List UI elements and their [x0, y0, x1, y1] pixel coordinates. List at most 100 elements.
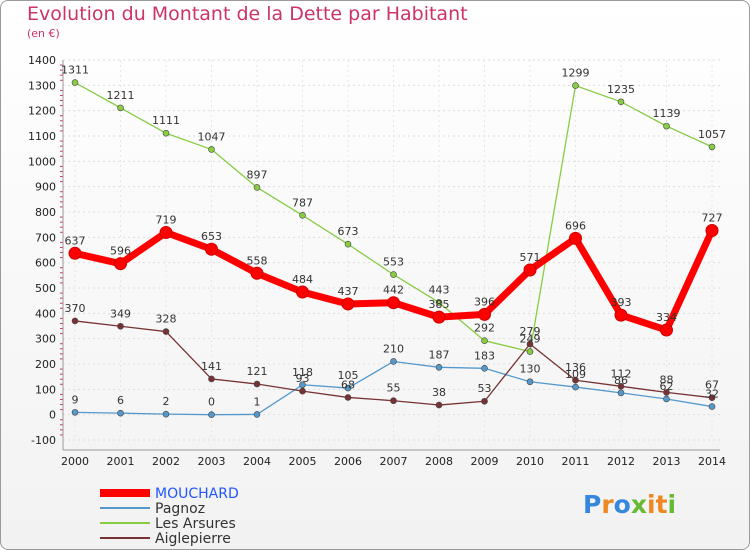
data-point — [208, 375, 215, 383]
data-point — [341, 297, 355, 311]
data-label: 719 — [156, 214, 177, 227]
chart-subtitle: (en €) — [27, 27, 60, 40]
data-label: 396 — [474, 295, 495, 308]
legend-label: Aiglepierre — [155, 531, 231, 547]
x-tick-label: 2009 — [471, 455, 499, 468]
data-label: 571 — [520, 251, 541, 264]
logo-letter: i — [667, 490, 677, 519]
x-tick-label: 2014 — [698, 455, 726, 468]
data-label: 109 — [565, 368, 586, 381]
data-point — [572, 376, 579, 384]
data-point — [387, 296, 400, 310]
data-label: 1235 — [607, 83, 635, 96]
data-label: 2 — [163, 395, 170, 408]
data-point — [569, 231, 582, 245]
y-tick-label: 600 — [35, 257, 56, 270]
data-label: 1111 — [152, 114, 180, 127]
y-tick-label: 700 — [35, 231, 56, 244]
data-label: 727 — [702, 211, 723, 224]
chart-title: Evolution du Montant de la Dette par Hab… — [27, 3, 468, 25]
data-label: 653 — [201, 230, 222, 243]
data-point — [71, 79, 79, 86]
data-point — [117, 409, 124, 417]
data-label: 68 — [341, 378, 355, 391]
data-point — [435, 299, 443, 306]
data-label: 1047 — [198, 130, 226, 143]
data-label: 210 — [383, 342, 404, 355]
data-point — [253, 380, 261, 388]
data-label: 38 — [432, 386, 446, 399]
data-label: 1 — [254, 395, 261, 408]
data-point — [432, 310, 446, 324]
data-point — [572, 383, 579, 391]
data-point — [663, 389, 670, 396]
data-label: 0 — [208, 396, 215, 409]
data-point — [250, 266, 264, 280]
y-tick-label: 100 — [35, 383, 56, 396]
data-label: 55 — [387, 382, 401, 395]
data-label: 53 — [478, 382, 492, 395]
data-label: 442 — [383, 284, 404, 297]
proxiti-logo: Proxiti — [583, 490, 676, 519]
x-tick-label: 2010 — [516, 455, 544, 468]
legend-label: Les Arsures — [155, 516, 236, 532]
y-tick-label: 1400 — [28, 54, 56, 67]
data-point — [253, 184, 261, 191]
y-tick-label: -100 — [31, 434, 56, 447]
data-label: 86 — [614, 374, 628, 387]
data-point — [390, 271, 397, 278]
data-point — [162, 328, 170, 335]
data-point — [435, 401, 443, 409]
data-point — [344, 394, 352, 401]
data-label: 121 — [247, 365, 268, 378]
data-point — [526, 340, 534, 348]
data-point — [617, 382, 625, 390]
legend-label: Pagnoz — [155, 501, 205, 517]
data-point — [71, 409, 79, 416]
data-point — [344, 384, 352, 392]
x-tick-label: 2006 — [334, 455, 362, 468]
data-point — [660, 323, 673, 337]
y-tick-label: 1000 — [28, 155, 56, 168]
data-label: 141 — [201, 360, 222, 373]
data-label: 118 — [292, 366, 313, 379]
data-point — [663, 395, 670, 403]
data-point — [296, 285, 309, 299]
data-point — [253, 411, 261, 418]
data-point — [614, 308, 628, 322]
data-point — [481, 337, 488, 344]
data-point — [205, 242, 218, 256]
x-tick-label: 2008 — [425, 455, 453, 468]
data-label: 32 — [705, 388, 719, 401]
data-point — [159, 226, 173, 240]
data-label: 437 — [338, 285, 359, 298]
data-point — [114, 257, 127, 271]
data-point — [344, 240, 352, 248]
data-label: 130 — [520, 363, 541, 376]
data-point — [162, 129, 170, 137]
y-tick-label: 1200 — [28, 105, 56, 118]
logo-letter: t — [655, 490, 668, 519]
x-tick-label: 2004 — [243, 455, 271, 468]
y-tick-label: 200 — [35, 358, 56, 371]
data-label: 596 — [110, 245, 131, 258]
x-tick-label: 2012 — [607, 455, 635, 468]
y-tick-label: 1300 — [28, 79, 56, 92]
data-point — [572, 82, 579, 89]
data-label: 553 — [383, 256, 404, 269]
data-point — [208, 146, 215, 153]
logo-letter: i — [647, 490, 656, 519]
y-tick-label: 0 — [49, 409, 56, 422]
data-label: 292 — [474, 322, 495, 335]
data-label: 334 — [656, 311, 677, 324]
data-label: 136 — [565, 361, 586, 374]
x-tick-label: 2011 — [562, 455, 590, 468]
data-label: 67 — [705, 379, 719, 392]
data-label: 183 — [474, 349, 495, 362]
data-point — [705, 223, 719, 237]
data-point — [390, 358, 397, 365]
data-point — [663, 122, 670, 130]
data-point — [299, 381, 306, 389]
legend-label: MOUCHARD — [155, 486, 239, 502]
